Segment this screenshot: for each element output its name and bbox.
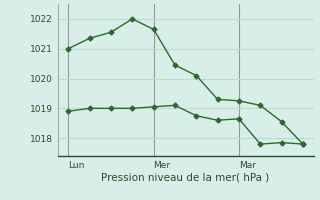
- Text: Lun: Lun: [68, 161, 85, 170]
- Text: Mar: Mar: [239, 161, 256, 170]
- X-axis label: Pression niveau de la mer( hPa ): Pression niveau de la mer( hPa ): [101, 173, 270, 183]
- Text: Mer: Mer: [154, 161, 171, 170]
